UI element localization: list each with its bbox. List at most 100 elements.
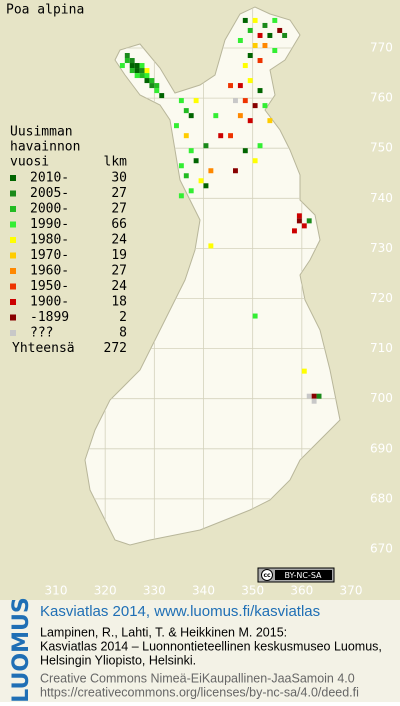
observation-square xyxy=(154,83,160,89)
legend-label: 1900- xyxy=(30,295,69,310)
observation-square xyxy=(237,83,243,89)
observation-square xyxy=(134,73,140,79)
legend-label: 2005- xyxy=(30,186,69,201)
legend-count: 24 xyxy=(111,233,127,248)
legend-count: 27 xyxy=(111,186,127,201)
atlas-link[interactable]: Kasviatlas 2014, www.luomus.fi/kasviatla… xyxy=(40,603,320,620)
legend-swatch xyxy=(10,283,16,290)
observation-square xyxy=(252,313,258,319)
legend-swatch xyxy=(10,206,16,212)
license-url[interactable]: https://creativecommons.org/licenses/by-… xyxy=(40,685,359,699)
observation-square xyxy=(257,88,263,94)
observation-square xyxy=(178,193,184,199)
credits-background xyxy=(0,600,400,702)
x-tick-label: 360 xyxy=(290,584,313,598)
observation-square xyxy=(129,58,135,64)
legend-count: 8 xyxy=(119,326,127,341)
legend-count: 2 xyxy=(119,310,127,325)
luomus-logo: LUOMUS xyxy=(9,597,34,702)
legend-count: 19 xyxy=(111,248,127,263)
legend-heading: havainnon xyxy=(10,140,80,155)
legend-label: ??? xyxy=(30,326,53,341)
legend-heading: vuosi xyxy=(10,155,49,170)
observation-square xyxy=(267,118,273,124)
observation-square xyxy=(149,83,155,89)
legend-count-heading: lkm xyxy=(104,155,128,170)
observation-square xyxy=(292,228,297,234)
observation-square xyxy=(139,68,145,74)
observation-square xyxy=(203,183,209,189)
squares xyxy=(119,17,322,404)
citation-line: Helsingin Yliopisto, Helsinki. xyxy=(40,653,196,667)
legend-label: 2000- xyxy=(30,202,69,217)
observation-square xyxy=(252,17,258,23)
observation-square xyxy=(188,113,194,119)
observation-square xyxy=(247,118,253,124)
x-tick-label: 310 xyxy=(45,584,68,598)
observation-square xyxy=(188,148,194,154)
legend-count: 30 xyxy=(111,171,127,186)
y-tick-label: 770 xyxy=(370,41,393,55)
observation-square xyxy=(183,173,189,179)
legend-label: 1990- xyxy=(30,217,69,232)
observation-square xyxy=(134,63,140,69)
observation-square xyxy=(129,68,135,74)
legend-count: 27 xyxy=(111,202,127,217)
legend-swatch xyxy=(10,237,16,243)
observation-square xyxy=(139,63,145,69)
observation-square xyxy=(178,98,184,104)
observation-square xyxy=(208,243,214,249)
species-title: Poa alpina xyxy=(6,3,84,18)
x-tick-label: 320 xyxy=(94,584,117,598)
observation-square xyxy=(242,17,248,23)
observation-square xyxy=(242,148,248,154)
license-line: Creative Commons Nimeä-EiKaupallinen-Jaa… xyxy=(40,671,355,685)
observation-square xyxy=(237,37,243,43)
observation-square xyxy=(144,73,150,79)
observation-square xyxy=(272,48,278,54)
observation-square xyxy=(247,78,253,84)
y-tick-label: 750 xyxy=(370,141,393,155)
observation-square xyxy=(262,22,268,28)
legend-swatch xyxy=(10,299,16,305)
observation-square xyxy=(252,103,258,109)
cc-badge-text: BY-NC-SA xyxy=(284,571,322,580)
x-tick-label: 370 xyxy=(340,584,363,598)
observation-square xyxy=(272,17,278,23)
legend-swatch xyxy=(10,268,16,274)
observation-square xyxy=(277,27,283,33)
observation-square xyxy=(178,163,184,169)
observation-square xyxy=(193,98,199,104)
observation-square xyxy=(228,83,233,89)
y-tick-label: 700 xyxy=(370,391,393,405)
observation-square xyxy=(203,143,209,149)
observation-square xyxy=(262,103,268,109)
observation-square xyxy=(311,393,317,399)
legend-total: 272 xyxy=(104,341,127,356)
legend-swatch xyxy=(10,252,16,259)
observation-square xyxy=(242,63,248,69)
y-tick-label: 690 xyxy=(370,441,393,455)
observation-square xyxy=(183,108,189,114)
ticks: 310 320 330 340 350 360 370 670 680 690 700 710 720 7… xyxy=(45,41,393,598)
legend-swatch xyxy=(10,314,16,321)
cc-badge: cc BY-NC-SA xyxy=(257,567,335,583)
observation-square xyxy=(267,32,273,38)
observation-square xyxy=(124,53,130,59)
y-tick-label: 730 xyxy=(370,241,393,255)
observation-square xyxy=(247,27,253,33)
legend-swatch xyxy=(10,221,16,228)
legend-count: 27 xyxy=(111,264,127,279)
observation-square xyxy=(183,133,189,139)
observation-square xyxy=(247,53,253,59)
observation-square xyxy=(306,218,312,224)
observation-square xyxy=(174,123,179,129)
observation-square xyxy=(159,93,165,99)
y-tick-label: 680 xyxy=(370,491,393,505)
y-tick-label: 710 xyxy=(370,341,393,355)
legend-label: 1970- xyxy=(30,248,69,263)
observation-square xyxy=(306,393,312,399)
legend-label: 1960- xyxy=(30,264,69,279)
